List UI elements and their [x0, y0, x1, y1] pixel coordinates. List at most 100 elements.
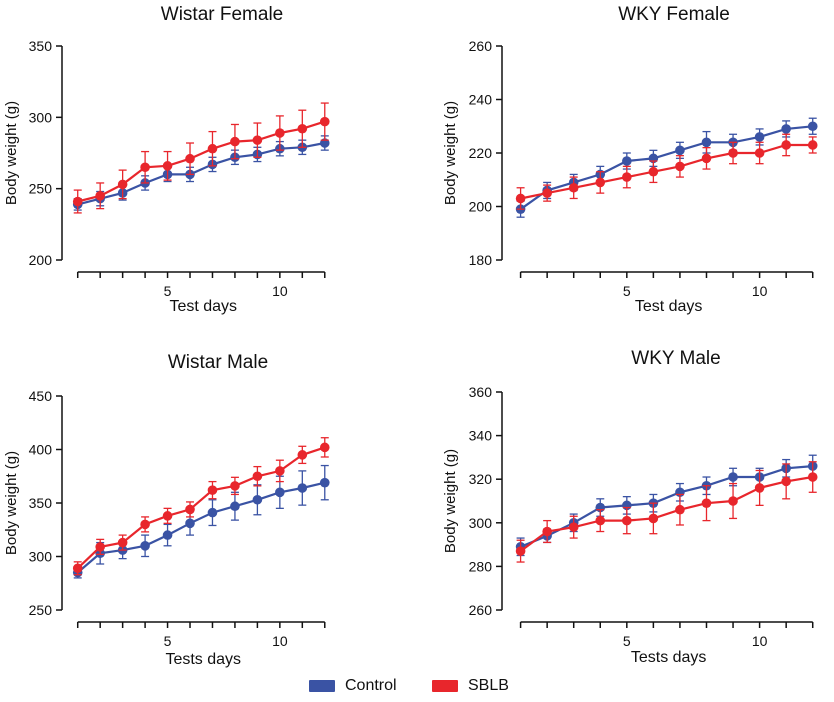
- x-tick-label: 5: [164, 283, 172, 299]
- chart-panel-3: Wistar Male 250 300 350 400 450 5 10 Tests days B…: [3, 352, 330, 668]
- data-point: [72, 196, 83, 207]
- chart-panel-2: WKY Female 180 200 220 240 260 5 10 Test days Bod…: [442, 4, 818, 315]
- data-point: [252, 471, 263, 482]
- data-point: [648, 513, 659, 524]
- x-tick-label: 10: [272, 633, 288, 649]
- data-point: [568, 182, 579, 193]
- data-point: [95, 191, 105, 201]
- y-tick-label: 260: [469, 38, 493, 54]
- y-axis-label: Body weight (g): [442, 449, 459, 553]
- data-point: [185, 153, 195, 164]
- y-axis-label: Body weight (g): [3, 451, 20, 555]
- data-point: [140, 162, 150, 173]
- series-line: [520, 143, 813, 200]
- legend-item-sblb: SBLB: [432, 677, 509, 695]
- series-control: [72, 464, 330, 579]
- data-point: [595, 515, 606, 526]
- y-tick-label: 220: [469, 145, 493, 161]
- series-line: [77, 141, 326, 206]
- data-point: [754, 132, 765, 142]
- data-point: [297, 123, 308, 134]
- legend-item-control: Control: [309, 677, 397, 695]
- data-point: [230, 501, 240, 512]
- data-point: [675, 161, 685, 172]
- data-point: [140, 519, 150, 530]
- data-point: [95, 542, 105, 552]
- data-point: [117, 179, 128, 190]
- y-tick-label: 300: [469, 515, 493, 531]
- x-axis-label: Tests days: [165, 651, 241, 668]
- x-axis-label: Tests days: [631, 649, 707, 666]
- data-point: [207, 143, 218, 154]
- data-point: [675, 504, 685, 515]
- data-point: [728, 496, 738, 506]
- data-point: [754, 483, 765, 493]
- chart-title: Wistar Male: [168, 352, 268, 373]
- data-point: [675, 145, 685, 156]
- y-tick-label: 360: [469, 384, 493, 400]
- series-control: [515, 117, 818, 218]
- data-point: [162, 511, 173, 521]
- x-tick-label: 5: [164, 633, 172, 649]
- data-point: [207, 507, 218, 518]
- data-point: [781, 124, 791, 134]
- y-tick-label: 350: [29, 495, 53, 511]
- chart-title: Wistar Female: [161, 4, 283, 25]
- data-point: [207, 485, 218, 495]
- chart-panel-1: Wistar Female 200 250 300 350 5 10 Test days Bod…: [3, 4, 330, 315]
- series-line: [519, 475, 813, 552]
- chart-title: WKY Male: [631, 348, 720, 369]
- data-point: [297, 483, 308, 493]
- data-point: [781, 140, 791, 150]
- data-point: [701, 498, 712, 508]
- y-tick-label: 240: [469, 92, 493, 108]
- legend-label-control: Control: [345, 677, 397, 694]
- legend-swatch-control: [309, 680, 335, 692]
- data-point: [622, 156, 632, 166]
- x-tick-label: 10: [272, 283, 288, 299]
- series-control: [515, 454, 818, 557]
- data-point: [185, 504, 195, 515]
- x-tick-label: 5: [623, 283, 631, 299]
- series-line: [520, 465, 813, 548]
- data-point: [275, 466, 285, 476]
- series-sblb: [515, 133, 818, 210]
- x-tick-label: 10: [752, 283, 768, 299]
- data-point: [297, 450, 308, 460]
- data-point: [542, 526, 552, 537]
- data-point: [162, 161, 173, 171]
- data-point: [162, 530, 173, 540]
- x-tick-label: 5: [623, 633, 631, 649]
- data-point: [230, 481, 240, 491]
- y-tick-label: 340: [469, 428, 493, 444]
- data-point: [701, 137, 712, 148]
- y-axis-label: Body weight (g): [442, 101, 459, 205]
- series-sblb: [72, 437, 330, 576]
- data-point: [728, 148, 738, 158]
- data-point: [542, 188, 552, 198]
- chart-panel-4: WKY Male 260 280 300 320 340 360 5 10 Tests days B…: [442, 348, 818, 666]
- y-tick-label: 280: [469, 558, 493, 574]
- data-point: [117, 537, 128, 548]
- data-point: [252, 494, 263, 505]
- data-point: [319, 442, 330, 453]
- data-point: [648, 166, 659, 177]
- data-point: [515, 193, 526, 204]
- legend: Control SBLB: [0, 677, 834, 702]
- x-axis-label: Test days: [169, 298, 237, 315]
- y-axis-label: Body weight (g): [3, 101, 20, 205]
- data-point: [622, 515, 632, 526]
- data-point: [754, 148, 765, 158]
- data-point: [140, 541, 150, 551]
- data-point: [781, 476, 791, 487]
- series-control: [72, 135, 330, 211]
- series-line: [519, 125, 813, 211]
- data-point: [230, 136, 240, 147]
- data-point: [807, 140, 818, 150]
- data-point: [568, 522, 579, 532]
- data-point: [275, 128, 285, 138]
- data-point: [72, 563, 83, 574]
- data-point: [622, 172, 632, 182]
- data-point: [185, 518, 195, 529]
- y-tick-label: 300: [29, 109, 53, 125]
